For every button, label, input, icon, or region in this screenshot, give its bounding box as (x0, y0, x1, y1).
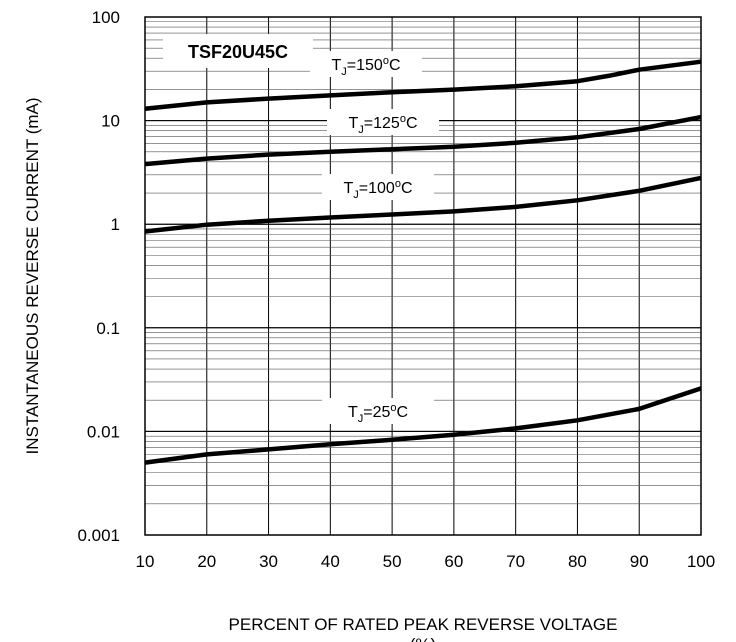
x-axis-title-unit: (%) (410, 635, 436, 642)
y-axis-title: INSTANTANEOUS REVERSE CURRENT (mA) (23, 97, 42, 454)
x-tick-label: 90 (630, 552, 649, 571)
series-line-2 (144, 175, 702, 234)
y-tick-label: 0.001 (77, 526, 120, 545)
y-tick-labels: 0.001 0.01 0.1 1 10 100 (77, 8, 120, 545)
x-tick-label: 20 (197, 552, 216, 571)
x-tick-label: 60 (444, 552, 463, 571)
series-lines (144, 59, 702, 465)
series-label-bg (310, 51, 422, 77)
x-tick-label: 10 (136, 552, 155, 571)
series-label-3: TJ=25oC (348, 402, 408, 425)
series-labels: TJ=150oC TJ=125oC TJ=100oC TJ=25oC (310, 51, 439, 425)
series-label-2: TJ=100oC (343, 178, 412, 201)
chart-title: TSF20U45C (188, 42, 288, 62)
x-axis-title: PERCENT OF RATED PEAK REVERSE VOLTAGE (229, 615, 618, 634)
series-label-bg (327, 109, 439, 135)
x-tick-labels: 10 20 30 40 50 60 70 80 90 100 (136, 552, 716, 571)
x-tick-label: 50 (383, 552, 402, 571)
y-tick-label: 0.01 (87, 422, 120, 441)
x-tick-label: 30 (259, 552, 278, 571)
x-tick-label: 80 (568, 552, 587, 571)
series-label-bg (322, 398, 434, 424)
series-label-bg (322, 174, 434, 200)
grid-lines (144, 16, 702, 536)
x-tick-label: 70 (506, 552, 525, 571)
series-line-0 (144, 59, 702, 112)
series-label-0: TJ=150oC (331, 55, 400, 78)
y-tick-label: 10 (101, 112, 120, 131)
y-tick-label: 1 (111, 215, 120, 234)
y-tick-label: 0.1 (96, 319, 120, 338)
y-tick-label: 100 (92, 8, 120, 27)
chart-title-box (163, 34, 313, 68)
plot-frame (144, 16, 702, 536)
x-tick-label: 40 (321, 552, 340, 571)
x-tick-label: 100 (687, 552, 715, 571)
series-label-1: TJ=125oC (348, 113, 417, 136)
series-line-1 (144, 114, 702, 167)
series-line-3 (144, 386, 702, 465)
